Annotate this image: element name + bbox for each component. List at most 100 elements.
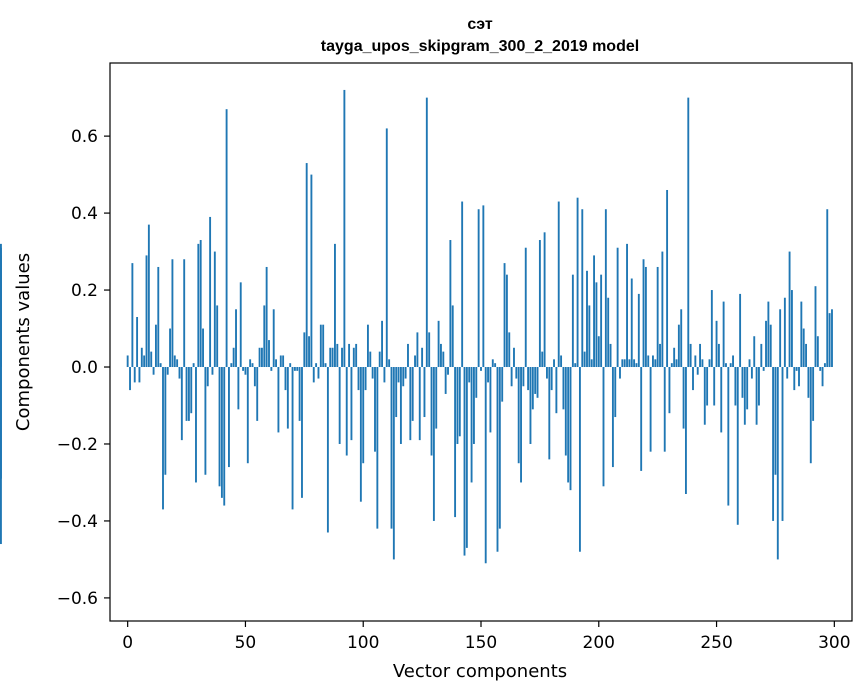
bar-133: [440, 343, 442, 368]
bar-79: [312, 367, 315, 383]
bar-222: [649, 367, 652, 452]
bar-220: [644, 266, 647, 368]
bar-155: [491, 359, 494, 368]
bar-15: [162, 367, 164, 510]
bar-7: [143, 355, 146, 368]
bar-106: [376, 367, 379, 529]
bar-147: [472, 367, 475, 444]
bar-284: [795, 367, 798, 371]
bar-17: [166, 367, 169, 375]
bar-73: [298, 367, 301, 421]
bar-93: [345, 367, 348, 456]
bar-82: [319, 324, 322, 368]
bar-95: [350, 367, 353, 441]
bar-242: [696, 367, 699, 375]
bar-174: [536, 367, 539, 398]
bar-180: [550, 367, 553, 391]
bar-224: [654, 359, 657, 368]
bar-118: [404, 367, 407, 379]
bar-262: [743, 367, 746, 425]
bar-0: [126, 355, 129, 368]
bar-70: [291, 367, 294, 510]
bar-40: [220, 367, 223, 498]
bar-8: [145, 255, 148, 368]
bar-44: [230, 363, 233, 368]
bar-27: [190, 367, 193, 414]
bar-225: [656, 266, 659, 368]
bar-135: [444, 367, 447, 394]
bar-229: [666, 189, 669, 368]
bar-76: [305, 163, 308, 368]
bar-136: [447, 367, 449, 375]
bar-33: [204, 367, 207, 475]
bar-62: [272, 309, 275, 368]
bar-167: [520, 367, 522, 483]
bar-20: [173, 355, 176, 368]
bar-246: [706, 367, 709, 406]
bar-245: [703, 367, 706, 425]
bar-30: [197, 243, 200, 368]
bar-128: [428, 332, 431, 368]
bar-undefined: [0, 351, 2, 368]
bar-237: [684, 367, 687, 494]
bar-240: [692, 367, 694, 391]
bar-67: [284, 367, 287, 391]
bar-288: [805, 343, 807, 368]
bar-257: [732, 355, 734, 368]
bar-undefined: [0, 243, 2, 368]
bar-282: [790, 290, 793, 368]
bar-75: [303, 332, 306, 368]
bar-236: [682, 367, 685, 429]
bar-266: [753, 336, 756, 368]
bar-22: [178, 367, 181, 379]
bar-100: [362, 367, 365, 464]
bar-110: [385, 128, 388, 368]
bar-252: [720, 367, 723, 433]
bar-154: [489, 367, 492, 433]
bar-226: [659, 343, 661, 368]
bar-221: [647, 355, 650, 368]
bar-271: [765, 320, 767, 368]
bar-104: [371, 367, 374, 379]
bar-293: [816, 336, 819, 368]
bar-43: [228, 367, 230, 468]
bar-287: [802, 328, 805, 368]
y-tick-label: −0.6: [57, 589, 98, 609]
bar-258: [734, 367, 737, 406]
bar-286: [800, 301, 803, 368]
bar-78: [310, 174, 313, 368]
bar-292: [814, 286, 817, 368]
y-tick-label: 0.2: [71, 281, 98, 301]
bar-185: [562, 367, 565, 410]
bar-126: [423, 367, 426, 418]
bar-13: [157, 266, 160, 368]
bar-103: [369, 351, 372, 368]
bar-86: [329, 347, 332, 368]
bar-161: [505, 274, 508, 368]
bar-166: [517, 367, 520, 464]
bar-52: [249, 359, 252, 368]
bar-207: [614, 367, 617, 418]
bar-68: [286, 367, 289, 429]
bar-170: [527, 367, 530, 391]
bar-98: [357, 367, 360, 391]
bar-230: [668, 367, 671, 414]
bar-251: [717, 343, 720, 368]
bar-146: [470, 367, 473, 483]
bar-165: [515, 367, 518, 379]
bar-285: [798, 367, 800, 387]
x-tick-label: 250: [700, 633, 732, 653]
bar-164: [513, 347, 515, 368]
x-axis: 0 50 100 150 200 250 300: [122, 621, 851, 653]
bar-200: [597, 336, 600, 368]
y-tick-label: −0.2: [57, 435, 98, 455]
bar-21: [176, 359, 179, 368]
bar-186: [564, 367, 567, 456]
bar-256: [729, 363, 732, 368]
bar-120: [409, 367, 412, 441]
bar-148: [475, 367, 478, 398]
bar-58: [263, 305, 266, 368]
bar-84: [324, 363, 327, 368]
bar-61: [270, 367, 273, 371]
